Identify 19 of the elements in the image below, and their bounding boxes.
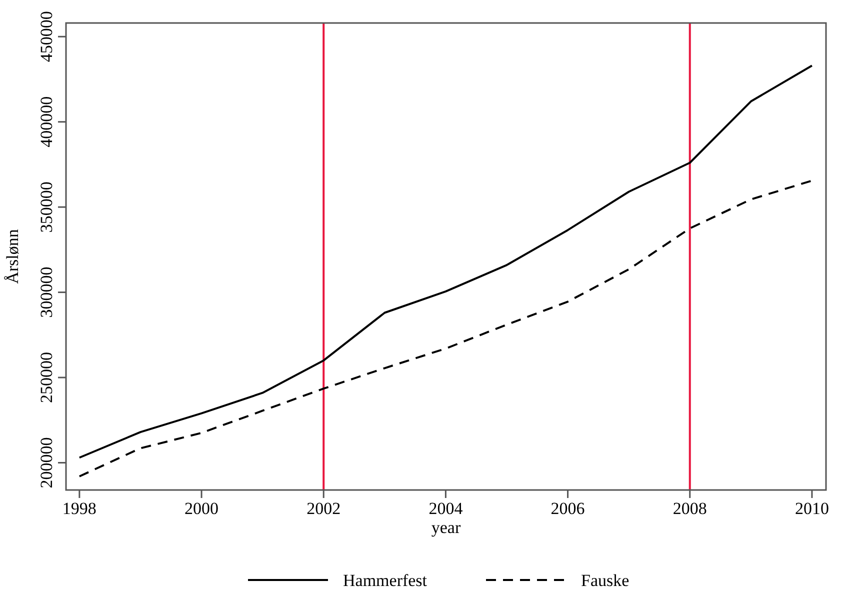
y-tick-label: 350000 [37,182,56,233]
y-tick-label: 250000 [37,352,56,404]
y-tick-label: 400000 [37,96,56,148]
y-axis-title: Årslønn [3,228,22,284]
line-series [78,180,813,478]
x-tick-label: 2002 [306,499,341,518]
y-tick-label: 200000 [37,437,56,488]
y-tick-label: 450000 [37,11,56,62]
x-axis-title: year [431,518,461,537]
y-tick-label: 300000 [37,266,56,318]
x-tick-label: 2006 [550,499,585,518]
x-tick-label: 2010 [794,499,829,518]
x-tick-label: 2008 [672,499,707,518]
x-tick-label: 2004 [428,499,464,518]
line-series [78,64,813,459]
legend-label: Hammerfest [343,571,428,590]
legend-label: Fauske [581,571,630,590]
x-tick-label: 1998 [62,499,96,518]
x-tick-label: 2000 [184,499,219,518]
